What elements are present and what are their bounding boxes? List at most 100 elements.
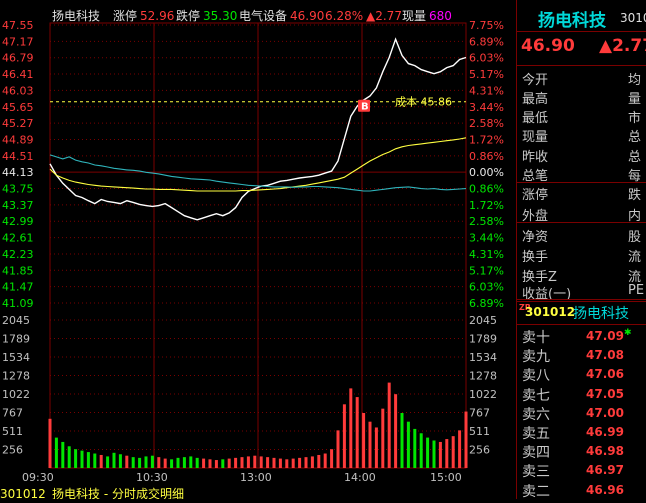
volume-tick: 1789 — [2, 333, 30, 346]
time-tick: 09:30 — [22, 471, 54, 484]
stat-extra-label: 均 — [628, 73, 642, 88]
pct-tick: 4.31% — [469, 84, 504, 97]
cost-label: 成本 45.86 — [395, 95, 452, 109]
volume-bar — [54, 437, 58, 468]
volume-value: 680 — [429, 9, 452, 23]
footer-bg — [0, 485, 516, 499]
sector-price: 46.90 — [290, 9, 324, 23]
footer-text[interactable]: 扬电科技 - 分时成交明细 — [52, 486, 184, 501]
asterisk-icon: ✱ — [624, 328, 632, 338]
price-tick: 47.55 — [2, 19, 34, 32]
volume-bars — [48, 382, 468, 468]
chart-annotations: 成本 45.86 B — [50, 95, 466, 113]
stat-label: 换手 — [522, 250, 549, 265]
volume-bar — [330, 449, 334, 468]
volume-bar — [426, 437, 430, 468]
volume-tick: 1534 — [2, 351, 30, 364]
volume-bar — [272, 457, 276, 468]
intraday-chart-area[interactable]: 扬电科技 涨停 52.96 跌停 35.30 电气设备 46.90 6.28% … — [0, 0, 516, 501]
stat-extra-label: 量 — [628, 92, 642, 107]
divider — [517, 301, 646, 302]
stat-extra-label: 内 — [628, 209, 642, 224]
volume-bar — [259, 456, 263, 468]
divider — [517, 299, 646, 300]
stat-label: 净资 — [522, 230, 549, 245]
pct-tick: 5.17% — [469, 68, 504, 81]
volume-bar — [381, 408, 385, 468]
volume-bar — [458, 430, 462, 468]
volume-bar — [253, 455, 257, 468]
volume-bar — [86, 452, 90, 468]
volume-bar — [291, 458, 295, 468]
stat-extra-label: 每 — [628, 169, 642, 184]
order-price: 47.06 — [586, 367, 624, 382]
price-tick: 41.09 — [2, 297, 34, 310]
pct-tick: 5.17% — [469, 264, 504, 277]
pct-tick: 3.44% — [469, 232, 504, 245]
stat-label: 总笔 — [522, 169, 549, 184]
pct-tick: 6.89% — [469, 35, 504, 48]
volume-bar — [266, 457, 270, 468]
volume-bar — [298, 457, 302, 468]
intraday-chart[interactable]: 扬电科技 涨停 52.96 跌停 35.30 电气设备 46.90 6.28% … — [0, 0, 516, 501]
volume-tick: 767 — [2, 407, 23, 420]
volume-bar — [195, 457, 199, 468]
order-label: 卖十 — [522, 330, 550, 346]
volume-bar — [93, 453, 97, 468]
volume-bar — [451, 436, 455, 468]
order-price: 47.00 — [586, 405, 624, 420]
pct-tick: 2.58% — [469, 117, 504, 130]
limit-up-label: 涨停 — [113, 8, 137, 23]
volume-bar — [214, 460, 218, 468]
pct-tick: 3.44% — [469, 101, 504, 114]
series-line-price — [49, 37, 467, 221]
volume-bar — [176, 457, 180, 468]
volume-bar — [374, 427, 378, 468]
order-label: 卖五 — [522, 426, 550, 442]
divider — [517, 222, 646, 223]
panel-price: 46.90 — [521, 36, 575, 56]
series-line-average — [49, 137, 467, 192]
stat-extra-label: 股 — [628, 230, 642, 245]
stat-label: 涨停 — [522, 188, 549, 203]
volume-bar — [438, 441, 442, 468]
quote-panel: 扬电科技 3010 46.90 ▲2.77 今开44.50均最高47.55量最低… — [516, 0, 646, 499]
volume-tick-right: 1278 — [469, 370, 497, 383]
chart-grid — [49, 22, 467, 469]
sector-pct: 6.28% — [325, 9, 363, 23]
order-label: 卖九 — [522, 349, 550, 366]
volume-bar — [234, 457, 238, 468]
volume-tick: 256 — [2, 444, 23, 457]
pct-tick: 4.31% — [469, 248, 504, 261]
stat-extra-label: 总 — [628, 130, 642, 145]
volume-bar — [157, 457, 161, 468]
volume-bar — [99, 454, 103, 468]
volume-bar — [304, 457, 308, 468]
volume-bar — [106, 456, 110, 468]
pct-tick: 0.86% — [469, 183, 504, 196]
volume-bar — [394, 394, 398, 468]
price-tick: 45.27 — [2, 117, 34, 130]
volume-tick-right: 1022 — [469, 388, 497, 401]
volume-tick: 1278 — [2, 370, 30, 383]
footer-code: 301012 — [0, 487, 46, 499]
volume-bar — [317, 454, 321, 468]
stat-extra-label: 总 — [628, 150, 642, 165]
price-tick: 45.65 — [2, 101, 34, 114]
volume-bar — [368, 421, 372, 468]
price-tick: 44.51 — [2, 150, 34, 163]
volume-bar — [202, 458, 206, 468]
panel-stock-name: 扬电科技 — [538, 11, 606, 31]
volume-tick-right: 1534 — [469, 351, 497, 364]
volume-bar — [413, 428, 417, 468]
limit-up-value: 52.96 — [140, 9, 174, 23]
pct-tick: 0.00% — [469, 166, 504, 179]
order-price: 46.96 — [586, 482, 624, 497]
volume-bar — [310, 456, 314, 468]
stat-label: 最高 — [522, 92, 549, 107]
volume-bar — [221, 459, 225, 468]
volume-bar — [80, 450, 84, 468]
volume-bar — [240, 457, 244, 468]
stat-extra-label: 流 — [628, 250, 642, 265]
volume-bar — [285, 459, 289, 468]
